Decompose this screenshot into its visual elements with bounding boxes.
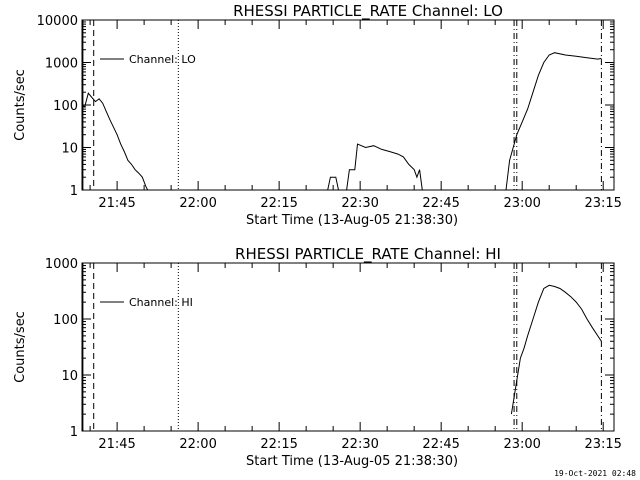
x-tick-label: 23:00 xyxy=(503,437,540,452)
x-tick-label: 22:00 xyxy=(179,437,216,452)
x-tick-label: 22:15 xyxy=(260,437,297,452)
x-tick-label: 22:45 xyxy=(422,437,459,452)
x-axis-label: Start Time (13-Aug-05 21:38:30) xyxy=(246,454,458,469)
data-series-line xyxy=(510,284,602,415)
x-axis-label: Start Time (13-Aug-05 21:38:30) xyxy=(246,213,458,228)
x-tick-label: 22:45 xyxy=(422,196,459,211)
x-tick-label: 21:45 xyxy=(98,196,135,211)
data-series-line xyxy=(327,143,423,191)
x-tick-label: 23:15 xyxy=(584,196,621,211)
chart-panel-lo: RHESSI PARTICLE_RATE Channel: LO Counts/s… xyxy=(13,2,622,228)
x-tick-label: 21:45 xyxy=(98,437,135,452)
x-tick-label: 22:15 xyxy=(260,196,297,211)
y-tick-label: 1000 xyxy=(45,57,78,72)
y-axis-label: Counts/sec xyxy=(13,311,28,383)
chart-title: RHESSI PARTICLE_RATE Channel: HI xyxy=(235,245,501,264)
y-tick-label: 100 xyxy=(53,313,78,328)
y-tick-label: 10000 xyxy=(37,14,78,29)
y-axis-label: Counts/sec xyxy=(13,69,28,141)
legend-label: Channel: LO xyxy=(129,53,196,66)
y-tick-label: 100 xyxy=(53,99,78,114)
legend-label: Channel: HI xyxy=(129,296,193,309)
chart-panel-hi: RHESSI PARTICLE_RATE Channel: HI Counts/s… xyxy=(13,245,622,469)
x-tick-label: 23:00 xyxy=(503,196,540,211)
x-tick-label: 23:15 xyxy=(584,437,621,452)
data-series-line xyxy=(81,92,149,191)
y-tick-label: 10 xyxy=(61,142,78,157)
x-tick-label: 22:30 xyxy=(341,196,378,211)
y-tick-label: 10 xyxy=(61,369,78,384)
plot-frame xyxy=(81,19,615,191)
x-tick-label: 22:30 xyxy=(341,437,378,452)
timestamp-label: 19-Oct-2021 02:48 xyxy=(554,469,636,478)
y-tick-label: 1 xyxy=(70,184,78,199)
y-tick-label: 1000 xyxy=(45,257,78,272)
x-tick-label: 22:00 xyxy=(179,196,216,211)
y-tick-label: 1 xyxy=(70,425,78,440)
chart-title: RHESSI PARTICLE_RATE Channel: LO xyxy=(233,2,503,21)
data-series-line xyxy=(505,52,602,191)
plot-frame xyxy=(81,262,615,432)
